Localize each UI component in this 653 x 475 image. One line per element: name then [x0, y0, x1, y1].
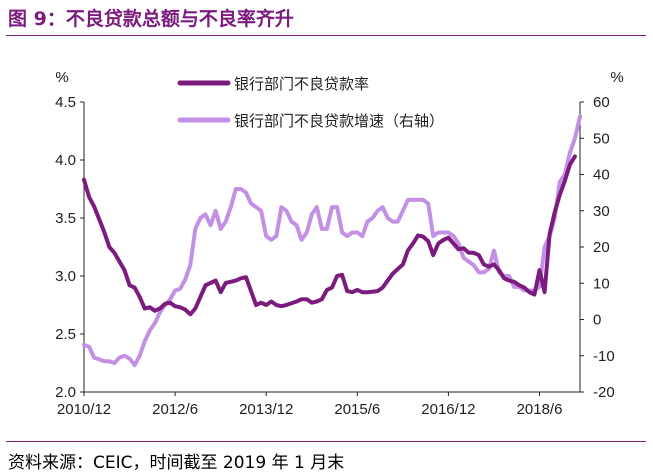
npl-ratio-line	[82, 154, 577, 317]
right-tick-label: 10	[593, 275, 610, 292]
x-tick-label: 2013/12	[239, 401, 293, 418]
right-tick-label: -20	[593, 384, 615, 401]
left-tick-label: 3.0	[55, 268, 76, 285]
right-tick-label: 20	[593, 239, 610, 256]
x-tick-label: 2010/12	[57, 401, 111, 418]
title-divider	[6, 35, 646, 36]
x-tick-label: 2012/6	[152, 401, 198, 418]
right-tick-label: 60	[593, 94, 610, 111]
npl-growth-line	[82, 114, 582, 368]
left-tick-label: 4.0	[55, 152, 76, 169]
left-tick-label: 2.5	[55, 326, 76, 343]
chart-title: 图 9：不良贷款总额与不良率齐升	[8, 8, 294, 30]
right-axis-unit: %	[610, 69, 623, 86]
chart-axes: 4.54.03.53.02.52.0%6050403020100-10-20%2…	[55, 69, 624, 418]
left-tick-label: 3.5	[55, 210, 76, 227]
source-divider	[6, 441, 646, 442]
right-tick-label: 40	[593, 167, 610, 184]
left-tick-label: 4.5	[55, 94, 76, 111]
right-tick-label: 50	[593, 130, 610, 147]
right-tick-label: 30	[593, 203, 610, 220]
legend-label: 银行部门不良贷款增速（右轴）	[234, 112, 444, 130]
x-tick-label: 2015/6	[334, 401, 380, 418]
right-tick-label: -10	[593, 348, 615, 365]
left-tick-label: 2.0	[55, 384, 76, 401]
legend-label: 银行部门不良贷款率	[234, 75, 369, 93]
source-note: 资料来源：CEIC，时间截至 2019 年 1 月末	[8, 453, 345, 473]
x-tick-label: 2016/12	[421, 401, 475, 418]
left-axis-unit: %	[55, 69, 68, 86]
x-tick-label: 2018/6	[517, 401, 563, 418]
right-tick-label: 0	[593, 312, 601, 329]
chart-series-lines	[82, 114, 582, 368]
